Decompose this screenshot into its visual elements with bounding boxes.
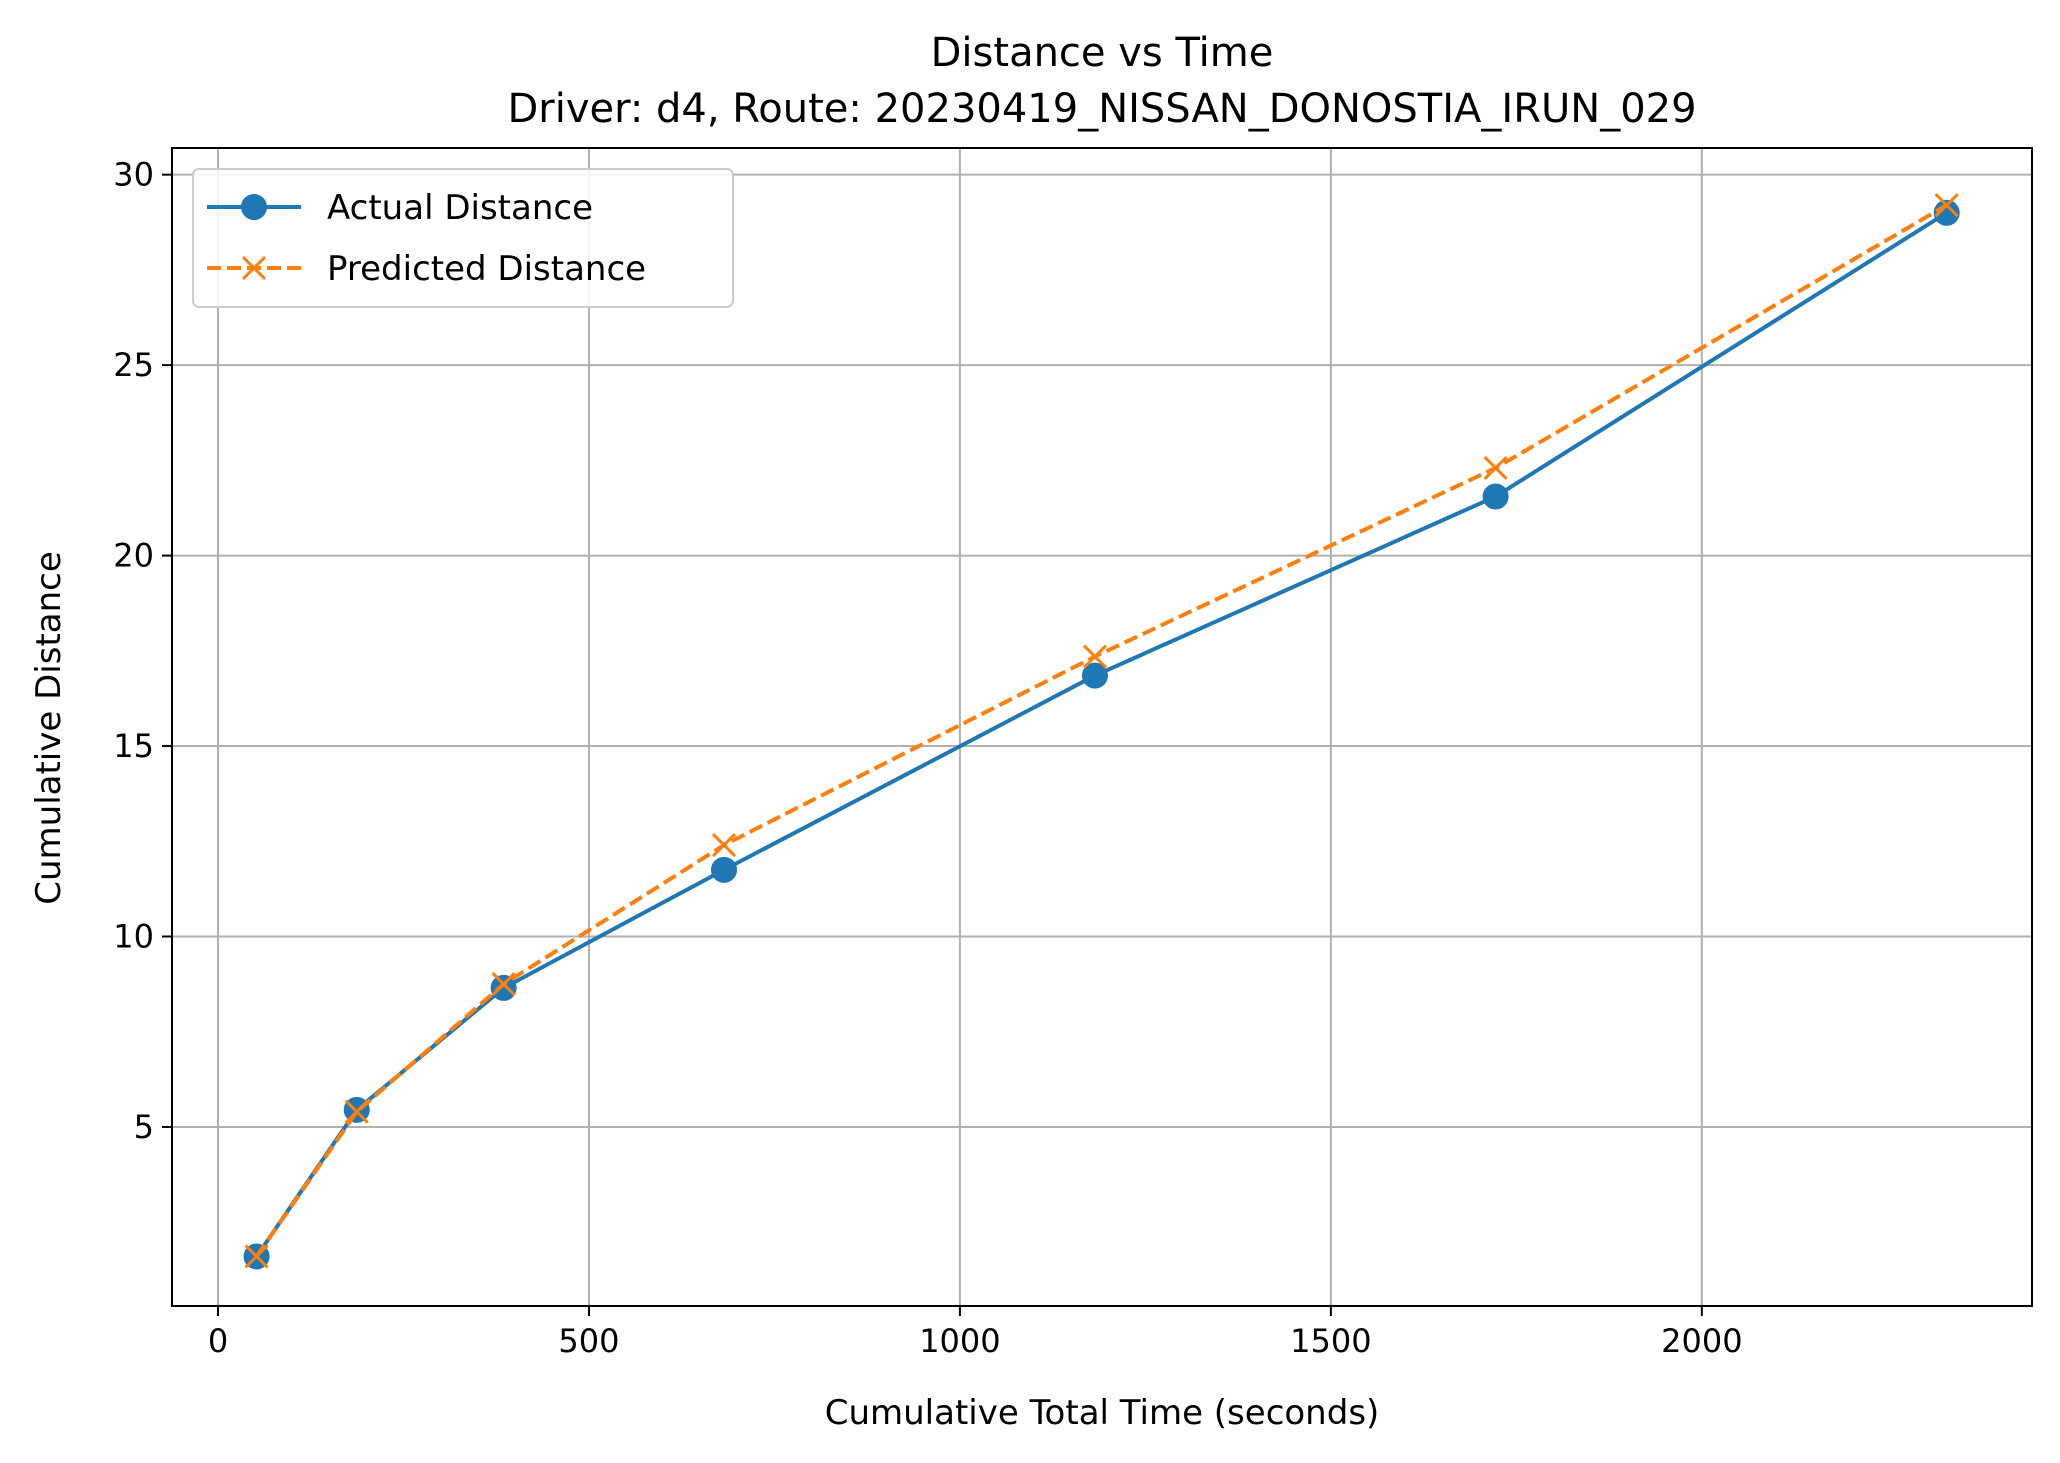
series-predicted xyxy=(244,193,1959,1269)
data-point xyxy=(491,972,516,997)
data-point xyxy=(1483,455,1508,481)
data-point-stroke xyxy=(1934,193,1959,218)
y-tick-label: 10 xyxy=(113,918,154,956)
legend-label: Actual Distance xyxy=(327,188,593,228)
data-point-stroke xyxy=(491,972,516,997)
y-axis-label: Cumulative Distance xyxy=(29,551,69,905)
y-axis: 5 10 15 20 25 30 xyxy=(113,156,172,1146)
x-axis: 0 500 1000 1500 2000 xyxy=(208,1306,1743,1360)
legend: Actual Distance Predicted Distance xyxy=(192,168,734,308)
x-tick-label: 1000 xyxy=(919,1322,1000,1360)
x-tick-label: 2000 xyxy=(1661,1322,1742,1360)
series-layer xyxy=(243,193,1960,1270)
data-point-stroke xyxy=(244,1244,269,1269)
data-point-stroke xyxy=(1483,455,1508,481)
x-tick-label: 0 xyxy=(208,1322,228,1360)
legend-marker-stroke xyxy=(241,255,267,281)
legend-marker xyxy=(241,255,267,281)
y-tick-label: 25 xyxy=(113,346,154,384)
data-point xyxy=(244,1244,269,1269)
y-tick-label: 20 xyxy=(113,537,154,575)
x-tick-label: 500 xyxy=(558,1322,619,1360)
data-point-stroke xyxy=(1082,644,1108,669)
data-point xyxy=(344,1099,369,1124)
data-point xyxy=(490,974,517,1001)
legend-label: Predicted Distance xyxy=(327,249,646,289)
plot-frame xyxy=(171,147,2033,1307)
data-point xyxy=(710,856,737,883)
y-tick-label: 30 xyxy=(113,156,154,194)
legend-marker xyxy=(241,194,267,220)
chart-title: Distance vs Time xyxy=(931,30,1274,76)
data-point xyxy=(1482,483,1509,510)
data-point-stroke xyxy=(344,1099,369,1124)
x-axis-label: Cumulative Total Time (seconds) xyxy=(825,1393,1380,1433)
data-point xyxy=(711,833,737,858)
data-point xyxy=(1082,644,1108,669)
data-point xyxy=(1081,662,1108,689)
legend-box xyxy=(192,168,734,308)
data-point-stroke xyxy=(711,833,737,858)
grid-lines xyxy=(172,148,2032,1306)
legend-item: Actual Distance xyxy=(207,188,593,228)
y-tick-label: 15 xyxy=(113,727,154,765)
x-tick-label: 1500 xyxy=(1290,1322,1371,1360)
y-tick-label: 5 xyxy=(134,1108,154,1146)
data-point xyxy=(1934,193,1959,218)
chart-subtitle: Driver: d4, Route: 20230419_NISSAN_DONOS… xyxy=(507,86,1696,132)
legend-item: Predicted Distance xyxy=(207,249,646,289)
